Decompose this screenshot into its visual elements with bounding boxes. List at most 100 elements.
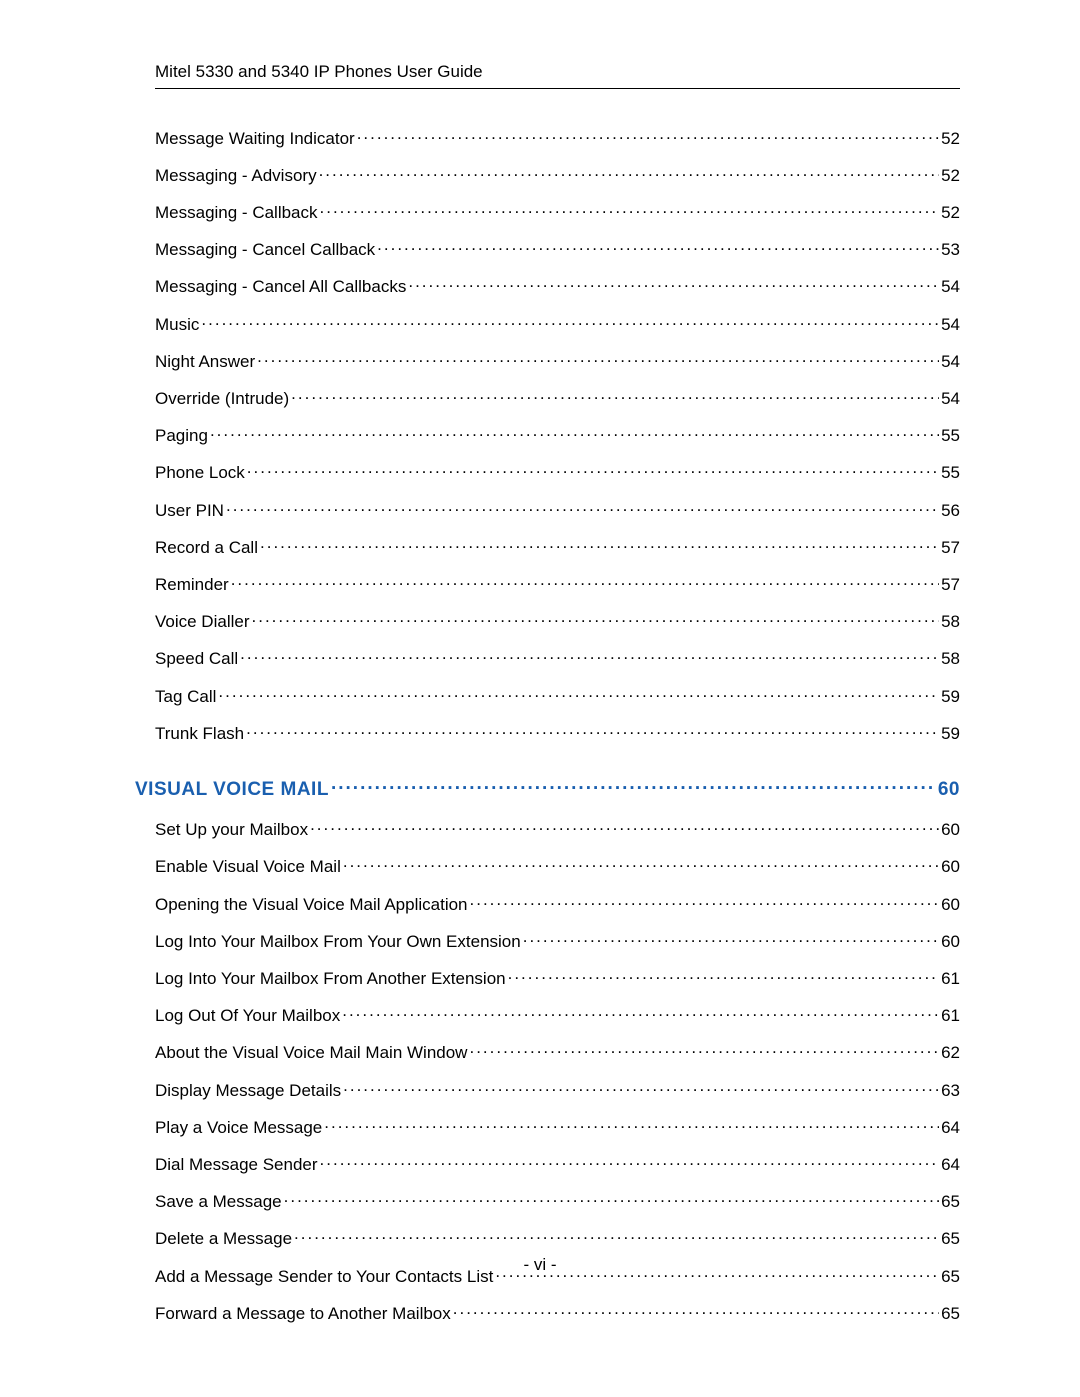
toc-section-heading: VISUAL VOICE MAIL 60 [135, 774, 960, 801]
toc-leader [257, 348, 939, 367]
toc-entry[interactable]: Opening the Visual Voice Mail Applicatio… [155, 891, 960, 915]
toc-entry[interactable]: Messaging - Advisory52 [155, 162, 960, 186]
toc-entry[interactable]: Log Out Of Your Mailbox 61 [155, 1003, 960, 1027]
toc-entry[interactable]: About the Visual Voice Mail Main Window6… [155, 1040, 960, 1064]
toc-entry[interactable]: Dial Message Sender 64 [155, 1151, 960, 1175]
toc-section-entry[interactable]: VISUAL VOICE MAIL 60 [135, 774, 960, 801]
footer-page-number: - vi - [523, 1255, 556, 1274]
toc-entry-page: 52 [941, 203, 960, 223]
toc-entry[interactable]: Music 54 [155, 311, 960, 335]
toc-entry[interactable]: Forward a Message to Another Mailbox 65 [155, 1300, 960, 1324]
toc-entry[interactable]: Override (Intrude) 54 [155, 385, 960, 409]
toc-entry-page: 52 [941, 166, 960, 186]
toc-entry-page: 61 [941, 1006, 960, 1026]
toc-entry-label: Dial Message Sender [155, 1155, 318, 1175]
toc-entry[interactable]: Play a Voice Message64 [155, 1114, 960, 1138]
toc-leader [218, 683, 939, 702]
toc-entry[interactable]: Delete a Message 65 [155, 1226, 960, 1250]
toc-entry-page: 59 [941, 687, 960, 707]
toc-leader [247, 460, 939, 479]
toc-entry-label: Log Into Your Mailbox From Your Own Exte… [155, 932, 521, 952]
toc-leader [508, 965, 939, 984]
toc-entry[interactable]: Set Up your Mailbox60 [155, 817, 960, 841]
toc-leader [240, 646, 939, 665]
toc-entry[interactable]: Voice Dialler58 [155, 608, 960, 632]
toc-entry-page: 54 [941, 277, 960, 297]
toc-entry-page: 62 [941, 1043, 960, 1063]
toc-entry[interactable]: Display Message Details 63 [155, 1077, 960, 1101]
toc-entry-label: Messaging - Cancel Callback [155, 240, 375, 260]
toc-entry-label: Override (Intrude) [155, 389, 289, 409]
toc-entry[interactable]: Trunk Flash59 [155, 720, 960, 744]
toc-entry[interactable]: Messaging - Callback 52 [155, 199, 960, 223]
toc-entry[interactable]: Night Answer54 [155, 348, 960, 372]
toc-entry-label: Night Answer [155, 352, 255, 372]
toc-entry[interactable]: User PIN56 [155, 497, 960, 521]
toc-leader [320, 199, 940, 218]
toc-entry-label: Forward a Message to Another Mailbox [155, 1304, 451, 1324]
toc-leader [294, 1226, 939, 1245]
toc-leader [210, 423, 939, 442]
toc-entry-label: Trunk Flash [155, 724, 244, 744]
toc-entry-page: 61 [941, 969, 960, 989]
toc-entry[interactable]: Speed Call58 [155, 646, 960, 670]
toc-entry-page: 60 [941, 857, 960, 877]
toc-leader [357, 125, 939, 144]
toc-section-page: 60 [938, 779, 960, 801]
toc-entry-label: Opening the Visual Voice Mail Applicatio… [155, 895, 468, 915]
toc-leader [226, 497, 939, 516]
toc-entry[interactable]: Save a Message65 [155, 1188, 960, 1212]
toc-entry-page: 55 [941, 463, 960, 483]
toc-entry[interactable]: Messaging - Cancel All Callbacks 54 [155, 274, 960, 298]
toc-leader [320, 1151, 940, 1170]
toc-entry-label: Log Out Of Your Mailbox [155, 1006, 340, 1026]
toc-entry-label: Messaging - Cancel All Callbacks [155, 277, 406, 297]
toc-entry-page: 54 [941, 315, 960, 335]
toc-leader [343, 854, 939, 873]
toc-entry[interactable]: Paging55 [155, 423, 960, 447]
toc-entry[interactable]: Phone Lock55 [155, 460, 960, 484]
toc-entry-page: 64 [941, 1118, 960, 1138]
toc-leader [343, 1077, 939, 1096]
toc-leader [201, 311, 939, 330]
toc-leader [260, 534, 939, 553]
toc-entry-label: Display Message Details [155, 1081, 341, 1101]
toc-entry-page: 60 [941, 895, 960, 915]
toc-entry[interactable]: Messaging - Cancel Callback53 [155, 237, 960, 261]
page-footer: - vi - [0, 1255, 1080, 1275]
toc-entry-page: 65 [941, 1192, 960, 1212]
toc-leader [246, 720, 939, 739]
toc-leader [310, 817, 939, 836]
toc-entry-label: Speed Call [155, 649, 238, 669]
toc-entry[interactable]: Message Waiting Indicator 52 [155, 125, 960, 149]
page-header: Mitel 5330 and 5340 IP Phones User Guide [155, 62, 960, 89]
toc-entry-label: Delete a Message [155, 1229, 292, 1249]
toc-entry-label: Voice Dialler [155, 612, 250, 632]
toc-entry[interactable]: Log Into Your Mailbox From Another Exten… [155, 965, 960, 989]
toc-entry-page: 60 [941, 820, 960, 840]
toc-entry-page: 64 [941, 1155, 960, 1175]
toc-entry-label: Message Waiting Indicator [155, 129, 355, 149]
toc-leader [252, 608, 940, 627]
toc-entry-label: Enable Visual Voice Mail [155, 857, 341, 877]
toc-entry-page: 65 [941, 1304, 960, 1324]
toc-entry-page: 52 [941, 129, 960, 149]
header-title: Mitel 5330 and 5340 IP Phones User Guide [155, 62, 960, 82]
toc-entry[interactable]: Record a Call57 [155, 534, 960, 558]
toc-entry[interactable]: Enable Visual Voice Mail 60 [155, 854, 960, 878]
toc-leader [284, 1188, 939, 1207]
toc-leader [469, 1040, 939, 1059]
toc-entry-page: 54 [941, 389, 960, 409]
toc-entry[interactable]: Reminder57 [155, 571, 960, 595]
toc-group-2: Set Up your Mailbox60 Enable Visual Voice… [155, 817, 960, 1324]
toc-leader [331, 774, 936, 795]
toc-entry-page: 63 [941, 1081, 960, 1101]
toc-entry-label: Music [155, 315, 199, 335]
toc-entry[interactable]: Log Into Your Mailbox From Your Own Exte… [155, 928, 960, 952]
toc-entry[interactable]: Tag Call59 [155, 683, 960, 707]
toc-entry-label: Paging [155, 426, 208, 446]
toc-entry-label: User PIN [155, 501, 224, 521]
toc-entry-page: 65 [941, 1229, 960, 1249]
toc-leader [291, 385, 939, 404]
toc-entry-label: Messaging - Callback [155, 203, 318, 223]
